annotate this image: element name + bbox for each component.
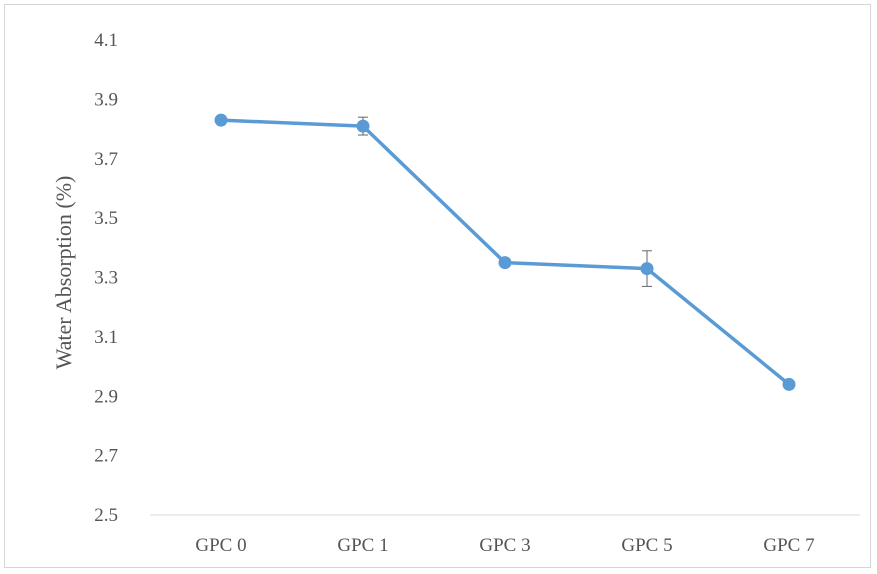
x-tick-label: GPC 3	[479, 535, 530, 556]
series-line	[219, 118, 791, 387]
y-axis-ticks: 2.5 2.7 2.9 3.1 3.3 3.5 3.7 3.9 4.1	[94, 30, 118, 526]
y-tick-label: 3.3	[94, 268, 118, 289]
data-point	[356, 119, 370, 133]
y-tick-label: 3.9	[94, 89, 118, 110]
y-tick-label: 3.7	[94, 149, 118, 170]
data-point	[498, 256, 512, 270]
x-tick-label: GPC 0	[195, 535, 246, 556]
y-axis-title: Water Absorption (%)	[51, 176, 76, 370]
y-tick-label: 3.5	[94, 208, 118, 229]
y-tick-label: 3.1	[94, 327, 118, 348]
data-point	[640, 262, 654, 276]
y-tick-label: 2.7	[94, 446, 118, 467]
series-group	[214, 113, 796, 391]
x-tick-label: GPC 5	[621, 535, 672, 556]
data-point	[214, 113, 228, 127]
y-tick-label: 2.5	[94, 505, 118, 526]
y-tick-label: 2.9	[94, 386, 118, 407]
x-tick-label: GPC 7	[763, 535, 814, 556]
data-point	[782, 377, 796, 391]
x-tick-label: GPC 1	[337, 535, 388, 556]
x-axis-ticks: GPC 0 GPC 1 GPC 3 GPC 5 GPC 7	[195, 535, 814, 556]
y-tick-label: 4.1	[94, 30, 118, 51]
chart-frame	[4, 4, 871, 568]
